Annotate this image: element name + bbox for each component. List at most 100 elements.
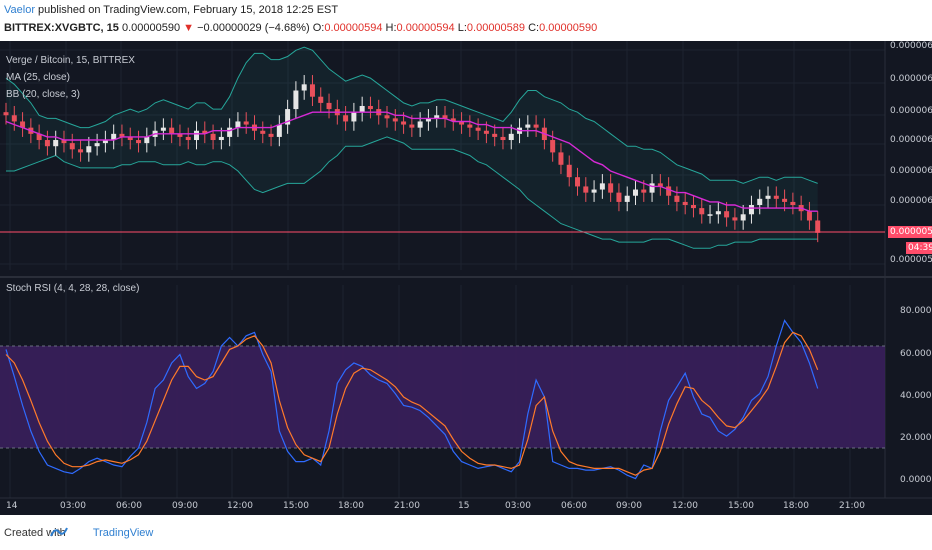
candle-body — [11, 115, 17, 122]
candle-body — [78, 149, 84, 153]
time-tick: 03:00 — [505, 501, 531, 511]
candle-body — [508, 133, 514, 141]
candle-body — [86, 146, 92, 153]
price-tick: 0.00000650 — [890, 41, 932, 51]
candle-body — [533, 124, 539, 128]
candle-body — [624, 195, 630, 202]
candle-body — [119, 133, 125, 137]
candle-body — [591, 189, 597, 193]
time-tick: 12:00 — [672, 501, 698, 511]
candle-body — [260, 130, 266, 134]
candle-body — [500, 136, 506, 141]
candle-body — [36, 133, 42, 141]
candle-body — [235, 121, 241, 128]
candle-body — [608, 183, 614, 193]
candle-body — [748, 205, 754, 215]
candle-body — [169, 127, 175, 134]
candle-body — [227, 127, 233, 137]
ma-legend[interactable]: MA (25, close) — [6, 72, 70, 83]
candle-body — [815, 220, 821, 233]
candle-body — [185, 136, 191, 141]
candle-body — [285, 109, 291, 125]
time-tick: 12:00 — [227, 501, 253, 511]
open-label: O: — [312, 22, 325, 34]
chart-area[interactable]: Verge / Bitcoin, 15, BITTREX MA (25, clo… — [0, 41, 932, 515]
stoch-rsi-legend[interactable]: Stoch RSI (4, 4, 28, 28, close) — [6, 283, 140, 294]
candle-body — [384, 115, 390, 119]
tradingview-logo-icon — [50, 527, 68, 537]
candle-body — [707, 214, 713, 216]
stoch-rsi-d-line — [5, 331, 819, 476]
price-tick: 0.00000630 — [890, 106, 932, 116]
candle-body — [599, 183, 605, 190]
candle-body — [401, 121, 407, 125]
candle-body — [343, 115, 349, 122]
candle-body — [160, 127, 166, 131]
close-label: C: — [528, 22, 540, 34]
candle-body — [690, 205, 696, 209]
candle-body — [632, 189, 638, 196]
time-tick: 06:00 — [561, 501, 587, 511]
time-tick: 18:00 — [338, 501, 364, 511]
moving-average-line — [5, 111, 818, 212]
candle-body — [583, 186, 589, 193]
author-link[interactable]: Vaelor — [4, 4, 35, 16]
low-value: 0.00000589 — [466, 22, 526, 34]
candle-body — [417, 121, 423, 128]
candle-body — [699, 208, 705, 215]
candle-body — [641, 189, 647, 193]
candle-body — [450, 118, 456, 122]
candle-body — [202, 130, 208, 134]
price-tick: 0.00000640 — [890, 74, 932, 84]
candle-body — [20, 121, 26, 128]
candle-body — [127, 136, 133, 141]
time-tick: 03:00 — [60, 501, 86, 511]
rsi-tick: 40.0000 — [900, 391, 932, 401]
time-tick: 18:00 — [783, 501, 809, 511]
rsi-tick: 20.0000 — [900, 433, 932, 443]
candle-body — [550, 140, 556, 153]
candle-body — [309, 84, 315, 97]
candle-body — [243, 121, 249, 125]
candle-body — [740, 214, 746, 221]
candle-body — [136, 140, 142, 144]
candle-body — [268, 133, 274, 137]
rsi-tick: 60.0000 — [900, 349, 932, 359]
time-tick: 14 — [6, 501, 18, 511]
candle-body — [194, 130, 200, 141]
price-change: −0.00000029 (−4.68%) — [197, 22, 310, 34]
candle-body — [475, 127, 481, 131]
candle-body — [773, 195, 779, 199]
candle-body — [392, 118, 398, 122]
open-value: 0.00000594 — [324, 22, 383, 34]
candle-body — [467, 124, 473, 128]
candle-body — [525, 124, 531, 128]
bb-legend[interactable]: BB (20, close, 3) — [6, 89, 80, 100]
candle-body — [326, 102, 332, 110]
candle-body — [483, 130, 489, 134]
candle-body — [724, 211, 730, 218]
last-price-tag: 0.00000590 — [888, 226, 932, 238]
chart-canvas[interactable] — [0, 41, 932, 515]
created-with: Created with TradingView — [4, 527, 153, 539]
tradingview-link[interactable]: TradingView — [92, 527, 154, 539]
stoch-rsi-band — [0, 346, 885, 448]
candle-body — [359, 105, 365, 113]
candle-body — [69, 143, 75, 150]
rsi-tick: 0.0000 — [900, 475, 932, 485]
candle-body — [459, 121, 465, 125]
candle-body — [318, 96, 324, 103]
publisher-line: Vaelor published on TradingView.com, Feb… — [4, 4, 338, 16]
rsi-tick: 80.0000 — [900, 306, 932, 316]
high-label: H: — [385, 22, 397, 34]
time-tick: 15 — [458, 501, 470, 511]
candle-body — [782, 198, 788, 202]
countdown-tag: 04:39 — [906, 242, 932, 254]
candle-body — [425, 118, 431, 122]
candle-body — [210, 133, 216, 141]
close-value: 0.00000590 — [539, 22, 598, 34]
candle-body — [558, 152, 564, 165]
candle-body — [715, 211, 721, 215]
created-with-label: Created with — [4, 527, 66, 539]
candle-body — [732, 217, 738, 221]
